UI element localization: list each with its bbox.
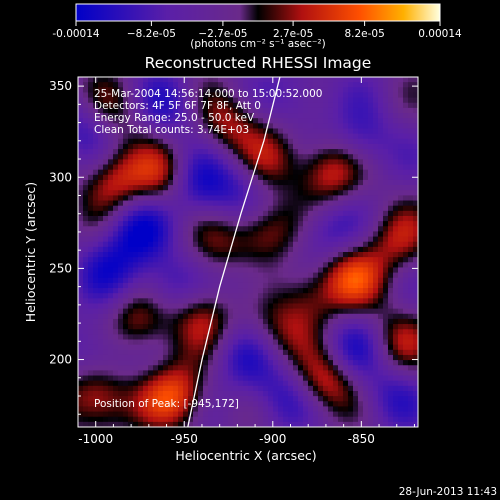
colorbar-gradient [75, 3, 441, 22]
solar-limb-line [187, 77, 281, 427]
y-axis-label: Heliocentric Y (arcsec) [23, 182, 38, 322]
plot-frame [77, 76, 419, 428]
y-tick-label: 300 [49, 170, 72, 184]
colorbar-tick-label: 0.00014 [418, 28, 462, 40]
info-time-range: 25-Mar-2004 14:56:14.000 to 15:00:52.000 [94, 88, 322, 100]
x-axis-label: Heliocentric X (arcsec) [175, 448, 316, 463]
y-tick-label: 350 [49, 79, 72, 93]
footer-timestamp: 28-Jun-2013 11:43 [399, 486, 497, 498]
peak-position-label: Position of Peak: [-945,172] [94, 398, 239, 410]
observation-info: 25-Mar-2004 14:56:14.000 to 15:00:52.000… [94, 88, 322, 136]
info-detectors: Detectors: 4F 5F 6F 7F 8F, Att 0 [94, 100, 261, 112]
colorbar-unit-label: (photons cm⁻² s⁻¹ asec⁻²) [190, 38, 325, 50]
x-axis-ticks: -1000 -950 -900 -850 [78, 77, 415, 446]
y-tick-label: 200 [49, 353, 72, 367]
x-tick-label: -850 [348, 432, 375, 446]
heatmap-cells [78, 77, 418, 427]
x-tick-label: -1000 [78, 432, 113, 446]
colorbar-tick-label: 8.2e-05 [344, 28, 384, 40]
x-tick-label: -900 [259, 432, 286, 446]
x-tick-label: -950 [171, 432, 198, 446]
colorbar-ticks: -0.00014 −8.2e-05 −2.7e-05 2.7e-05 8.2e-05 0.… [52, 21, 462, 40]
colorbar-tick-label: −8.2e-05 [127, 28, 176, 40]
chart-title: Reconstructed RHESSI Image [145, 54, 372, 72]
info-clean-counts: Clean Total counts: 3.74E+03 [94, 124, 249, 136]
colorbar-tick-label: 2.7e-05 [273, 28, 313, 40]
info-energy-range: Energy Range: 25.0 - 50.0 keV [94, 112, 255, 124]
colorbar: -0.00014 −8.2e-05 −2.7e-05 2.7e-05 8.2e-05 0.… [52, 3, 462, 50]
colorbar-tick-label: −2.7e-05 [198, 28, 247, 40]
colorbar-tick-label: -0.00014 [52, 28, 100, 40]
y-axis-ticks: 200 250 300 350 [49, 79, 418, 415]
y-tick-label: 250 [49, 261, 72, 275]
